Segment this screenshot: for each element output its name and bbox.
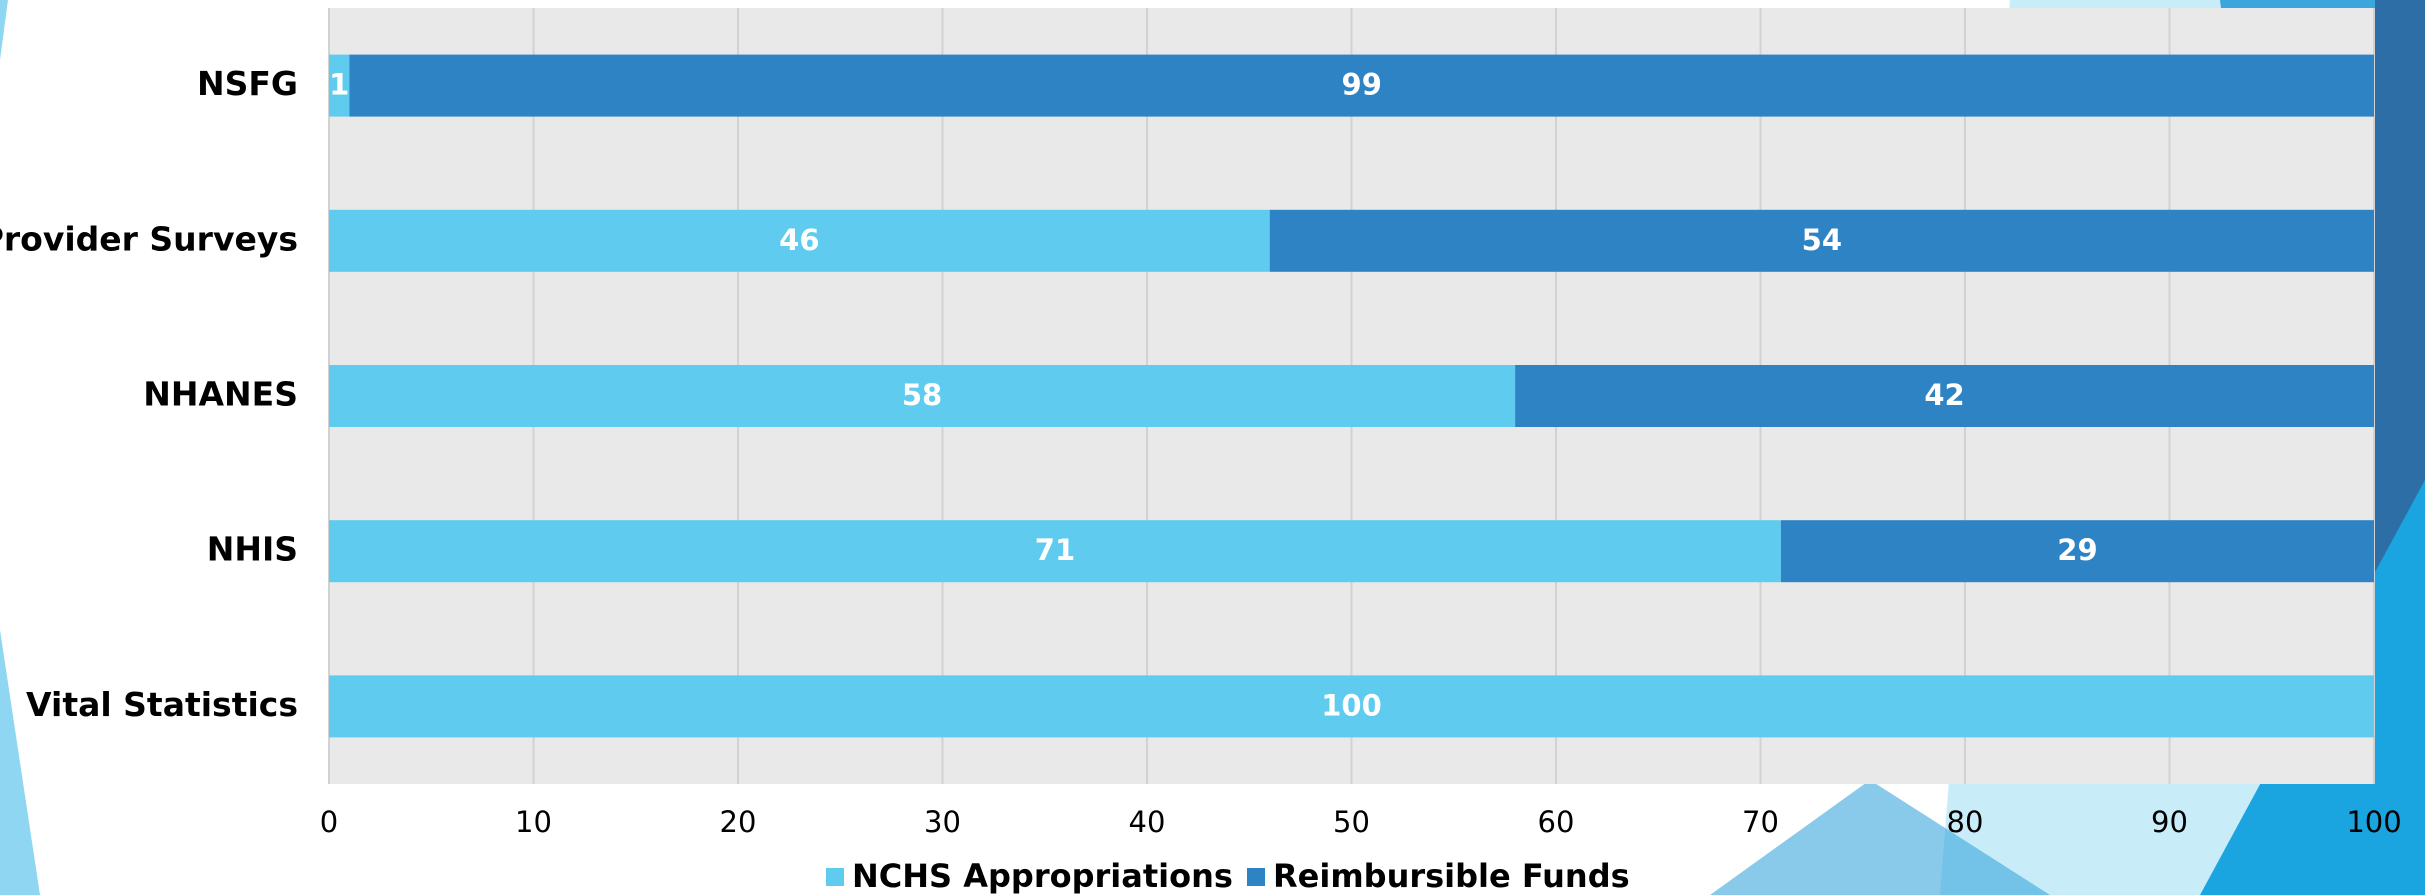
category-label: NHANES (143, 375, 298, 414)
bar-segment (329, 54, 350, 117)
bar-segment (329, 365, 1516, 427)
x-tick-label: 100 (2346, 805, 2401, 839)
x-tick-label: 10 (515, 805, 552, 839)
data-label: 71 (1035, 533, 1075, 567)
bar-segment (1780, 520, 2374, 583)
category-label: NHIS (207, 530, 298, 569)
bar-segment (349, 54, 2375, 117)
x-tick-label: 0 (320, 805, 338, 839)
bar-segment (1515, 365, 2374, 427)
data-label: 58 (902, 378, 942, 412)
legend-label: Reimbursible Funds (1273, 857, 1630, 895)
legend-swatch (1247, 868, 1265, 886)
x-tick-label: 60 (1538, 805, 1575, 839)
bar-segment (329, 675, 2374, 738)
data-label: 99 (1342, 68, 1382, 102)
legend-swatch (826, 868, 844, 886)
x-tick-label: 20 (720, 805, 757, 839)
category-label: Vital Statistics (26, 685, 298, 724)
data-label: 1 (329, 68, 349, 102)
category-label: NSFG (197, 64, 298, 103)
bar-segment (329, 520, 1781, 583)
x-tick-label: 40 (1129, 805, 1166, 839)
data-label: 100 (1321, 688, 1382, 722)
data-label: 42 (1924, 378, 1964, 412)
x-tick-label: 90 (2151, 805, 2188, 839)
legend-label: NCHS Appropriations (852, 857, 1233, 895)
data-label: 29 (2057, 533, 2097, 567)
bar-segment (1269, 209, 2374, 272)
x-tick-label: 30 (924, 805, 961, 839)
category-label: Provider Surveys (0, 219, 298, 258)
x-tick-label: 70 (1742, 805, 1779, 839)
bar-segment (329, 209, 1270, 272)
x-tick-label: 80 (1947, 805, 1984, 839)
data-label: 54 (1802, 223, 1842, 257)
data-label: 46 (779, 223, 819, 257)
x-tick-label: 50 (1333, 805, 1370, 839)
